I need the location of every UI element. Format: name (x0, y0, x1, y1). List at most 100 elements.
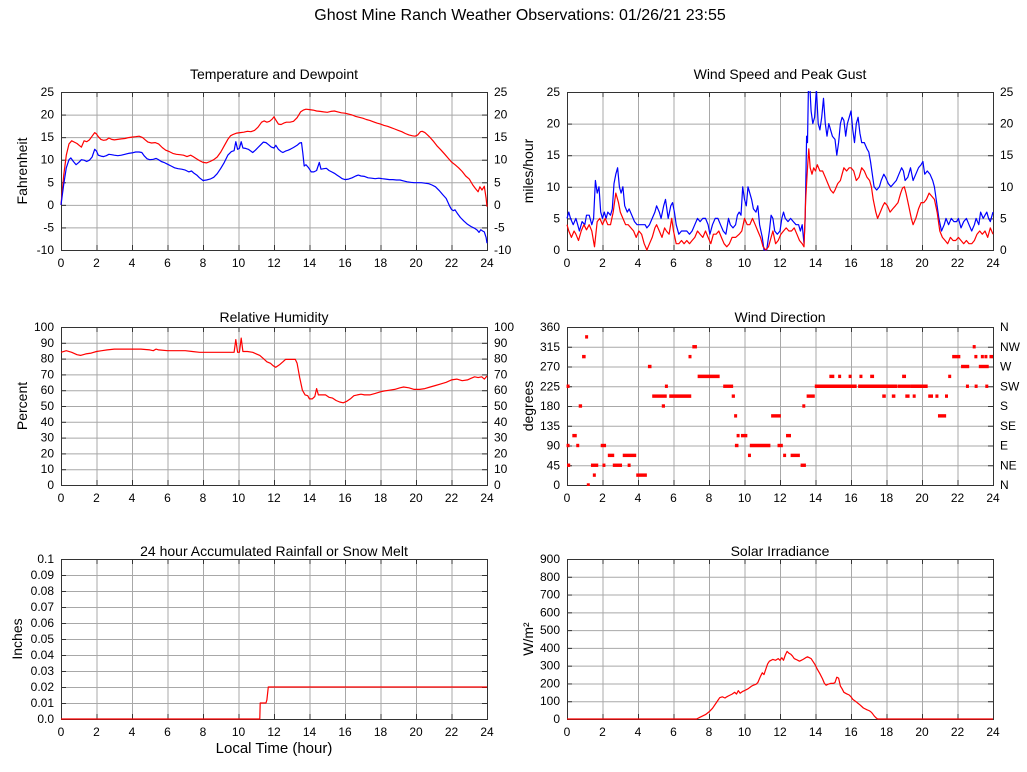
svg-text:12: 12 (773, 491, 787, 505)
series-rainfall (61, 686, 487, 720)
svg-text:0.08: 0.08 (31, 584, 55, 598)
svg-text:0: 0 (58, 491, 65, 505)
svg-text:N: N (1000, 478, 1009, 492)
svg-text:0: 0 (494, 478, 501, 492)
svg-text:50: 50 (41, 399, 55, 413)
svg-text:10: 10 (494, 153, 508, 167)
x-tick-labels: 0 2 4 6 8 10 12 14 16 18 20 22 24 (58, 491, 494, 505)
svg-text:16: 16 (844, 725, 858, 739)
x-tick-labels: 0 2 4 6 8 10 12 14 16 18 20 22 24 (564, 256, 1000, 270)
svg-text:22: 22 (445, 256, 459, 270)
svg-text:300: 300 (540, 659, 560, 673)
svg-text:2: 2 (93, 256, 100, 270)
tick-marks (567, 327, 994, 486)
svg-text:20: 20 (547, 117, 561, 131)
svg-text:360: 360 (540, 320, 560, 334)
rainfall-plot: 0 2 4 6 8 10 12 14 16 18 20 22 240.00.010.020.030.04… (31, 552, 494, 739)
svg-text:60: 60 (41, 383, 55, 397)
grid (61, 92, 488, 251)
svg-text:12: 12 (267, 725, 281, 739)
svg-text:400: 400 (540, 641, 560, 655)
svg-text:5: 5 (553, 211, 560, 225)
svg-text:NE: NE (1000, 458, 1017, 472)
x-tick-labels: 0 2 4 6 8 10 12 14 16 18 20 22 24 (564, 725, 1000, 739)
svg-text:100: 100 (494, 320, 514, 334)
svg-text:2: 2 (599, 256, 606, 270)
svg-text:70: 70 (494, 367, 508, 381)
svg-text:600: 600 (540, 605, 560, 619)
series-irradiance (567, 650, 993, 720)
svg-text:5: 5 (494, 175, 501, 189)
svg-text:4: 4 (129, 256, 136, 270)
solar-irradiance-plot: 0 2 4 6 8 10 12 14 16 18 20 22 240100200300400500600… (540, 552, 1000, 739)
x-tick-labels: 0 2 4 6 8 10 12 14 16 18 20 22 24 (58, 725, 494, 739)
svg-text:10: 10 (547, 180, 561, 194)
svg-text:0: 0 (564, 725, 571, 739)
chart-relative-humidity: Relative Humidity Percent 0 2 4 6 8 10 12 14 16 1… (5, 293, 517, 505)
svg-text:W: W (1000, 360, 1012, 374)
svg-text:18: 18 (880, 256, 894, 270)
page-title: Ghost Mine Ranch Weather Observations: 0… (314, 7, 726, 24)
svg-text:0.01: 0.01 (31, 696, 55, 710)
svg-text:6: 6 (164, 491, 171, 505)
grid (567, 559, 994, 720)
svg-text:E: E (1000, 439, 1008, 453)
grid (567, 327, 994, 486)
svg-text:-10: -10 (37, 243, 55, 257)
svg-text:900: 900 (540, 552, 560, 566)
svg-text:135: 135 (540, 419, 560, 433)
svg-text:180: 180 (540, 399, 560, 413)
x-tick-labels: 0 2 4 6 8 10 12 14 16 18 20 22 24 (58, 256, 494, 270)
svg-text:-5: -5 (43, 220, 54, 234)
svg-text:NW: NW (1000, 340, 1021, 354)
svg-text:2: 2 (599, 491, 606, 505)
svg-text:12: 12 (773, 256, 787, 270)
chart-title: Relative Humidity (219, 309, 329, 325)
svg-text:25: 25 (494, 85, 508, 99)
svg-text:4: 4 (635, 256, 642, 270)
svg-text:40: 40 (41, 415, 55, 429)
svg-text:10: 10 (232, 491, 246, 505)
grid (61, 327, 488, 486)
series-wind-speed (566, 148, 994, 251)
svg-text:6: 6 (164, 256, 171, 270)
svg-text:0: 0 (58, 725, 65, 739)
chart-title: Wind Direction (734, 309, 826, 325)
svg-text:0: 0 (47, 198, 54, 212)
svg-text:24: 24 (986, 491, 1000, 505)
svg-text:15: 15 (547, 148, 561, 162)
svg-text:8: 8 (706, 725, 713, 739)
svg-text:24: 24 (986, 256, 1000, 270)
svg-text:0: 0 (494, 198, 501, 212)
svg-text:8: 8 (706, 256, 713, 270)
chart-wind-direction: Wind Direction degrees 0 2 4 6 8 10 12 14 16 18 20… (511, 293, 1023, 505)
grid (61, 559, 488, 720)
svg-text:0.06: 0.06 (31, 616, 55, 630)
y-tick-labels: 0 45 90 135 180 225 270 315 360 (540, 320, 560, 492)
tick-marks (61, 327, 488, 486)
svg-text:0.09: 0.09 (31, 568, 55, 582)
svg-text:15: 15 (1000, 148, 1014, 162)
svg-text:315: 315 (540, 340, 560, 354)
svg-text:22: 22 (951, 725, 965, 739)
svg-text:20: 20 (41, 108, 55, 122)
svg-text:18: 18 (880, 491, 894, 505)
series-temperature (60, 108, 488, 207)
svg-text:6: 6 (670, 491, 677, 505)
svg-text:25: 25 (41, 85, 55, 99)
svg-text:SW: SW (1000, 379, 1020, 393)
svg-text:0.05: 0.05 (31, 632, 55, 646)
svg-text:12: 12 (773, 725, 787, 739)
svg-text:5: 5 (1000, 211, 1007, 225)
svg-text:6: 6 (670, 256, 677, 270)
svg-text:30: 30 (41, 431, 55, 445)
svg-text:18: 18 (374, 725, 388, 739)
y-tick-labels: 0.0 0.01 0.02 0.03 0.04 0.05 0.06 0.07 0.08 0.09 0… (31, 552, 55, 726)
svg-text:22: 22 (951, 491, 965, 505)
svg-text:20: 20 (494, 108, 508, 122)
chart-title: 24 hour Accumulated Rainfall or Snow Mel… (140, 543, 408, 559)
svg-text:90: 90 (547, 439, 561, 453)
svg-text:16: 16 (338, 491, 352, 505)
